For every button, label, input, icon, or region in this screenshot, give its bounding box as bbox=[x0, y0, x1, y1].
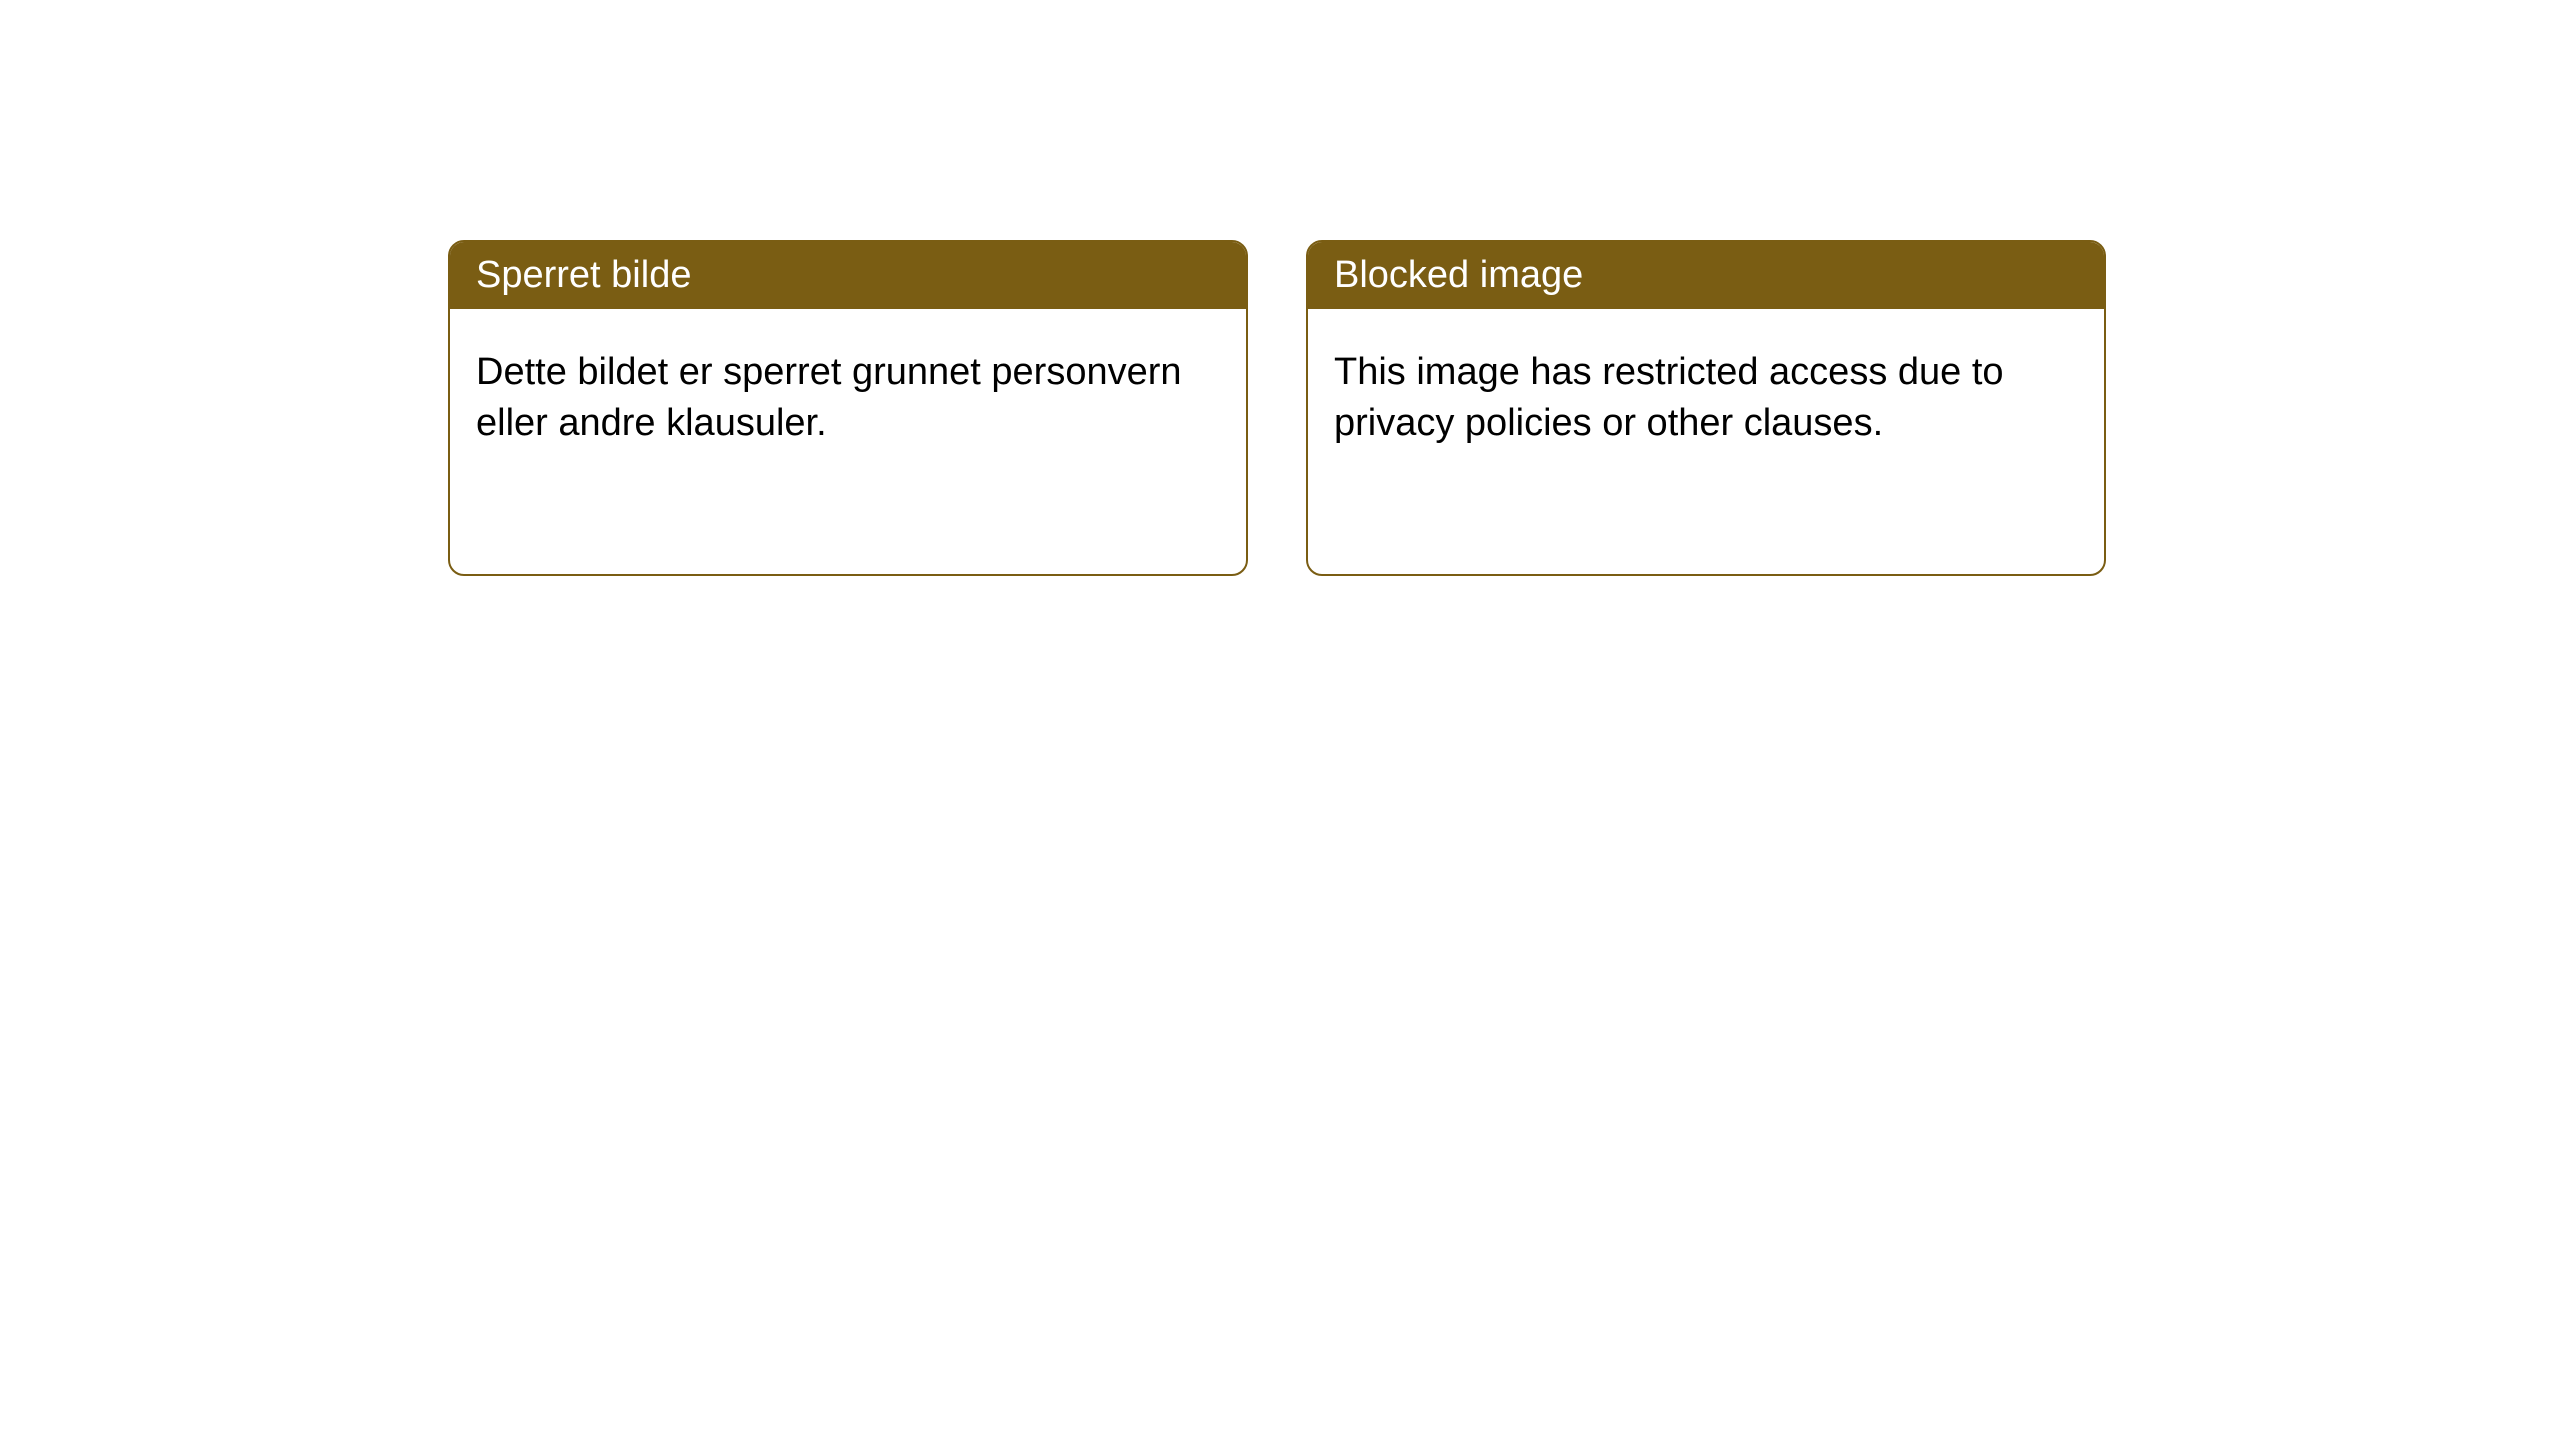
notice-body-english: This image has restricted access due to … bbox=[1308, 309, 2104, 488]
notice-card-english: Blocked image This image has restricted … bbox=[1306, 240, 2106, 576]
notice-text-norwegian: Dette bildet er sperret grunnet personve… bbox=[476, 351, 1182, 444]
notice-body-norwegian: Dette bildet er sperret grunnet personve… bbox=[450, 309, 1246, 488]
notice-card-norwegian: Sperret bilde Dette bildet er sperret gr… bbox=[448, 240, 1248, 576]
notice-container: Sperret bilde Dette bildet er sperret gr… bbox=[448, 240, 2106, 576]
notice-header-english: Blocked image bbox=[1308, 242, 2104, 309]
notice-header-norwegian: Sperret bilde bbox=[450, 242, 1246, 309]
notice-text-english: This image has restricted access due to … bbox=[1334, 351, 2004, 444]
notice-title-norwegian: Sperret bilde bbox=[476, 254, 691, 296]
notice-title-english: Blocked image bbox=[1334, 254, 1583, 296]
